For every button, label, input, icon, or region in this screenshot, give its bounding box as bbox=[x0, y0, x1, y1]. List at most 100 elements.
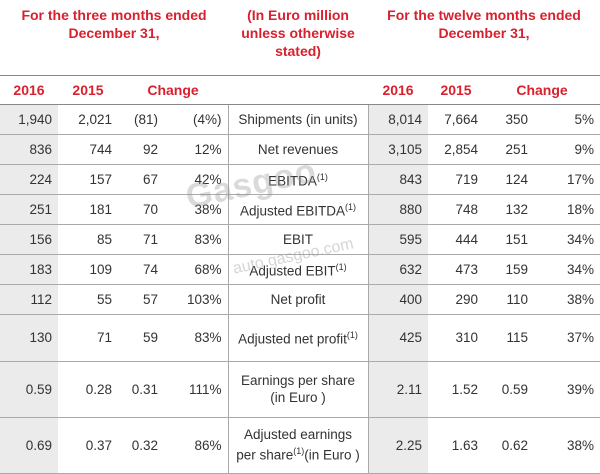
table-row: 0.59 0.28 0.31 111% Earnings per share (in E… bbox=[0, 361, 600, 418]
cell-2016-q: 224 bbox=[0, 164, 58, 195]
cell-2015-y: 473 bbox=[428, 254, 485, 285]
col-2015-q: 2015 bbox=[58, 74, 118, 105]
cell-pct-q: 42% bbox=[164, 164, 229, 195]
cell-2015-y: 719 bbox=[428, 164, 485, 195]
cell-change-q: 0.32 bbox=[118, 417, 164, 474]
table-row: 0.69 0.37 0.32 86% Adjusted earnings per sha… bbox=[0, 417, 600, 474]
subheader-row: 2016 2015 Change 2016 2015 Change bbox=[0, 74, 600, 105]
row-label-text: Adjusted earnings per share bbox=[236, 427, 353, 463]
cell-change-y: 0.59 bbox=[484, 361, 535, 418]
cell-2015-q: 0.37 bbox=[58, 417, 118, 474]
cell-pct-y: 17% bbox=[534, 164, 600, 195]
cell-label: Adjusted EBIT(1) bbox=[228, 254, 369, 285]
cell-2016-y: 400 bbox=[367, 284, 429, 315]
cell-2016-q: 0.59 bbox=[0, 361, 58, 418]
table-row: 130 71 59 83% Adjusted net profit(1) 425 310 11… bbox=[0, 314, 600, 362]
cell-label: Net revenues bbox=[228, 134, 369, 165]
cell-2015-q: 109 bbox=[58, 254, 118, 285]
cell-2016-q: 112 bbox=[0, 284, 58, 315]
cell-2015-q: 181 bbox=[58, 194, 118, 225]
cell-label: Net profit bbox=[228, 284, 369, 315]
cell-change-y: 132 bbox=[484, 194, 535, 225]
cell-2016-y: 632 bbox=[367, 254, 429, 285]
cell-pct-y: 37% bbox=[534, 314, 600, 362]
cell-2015-q: 157 bbox=[58, 164, 118, 195]
cell-2016-q: 0.69 bbox=[0, 417, 58, 474]
cell-2016-q: 156 bbox=[0, 224, 58, 255]
table-row: 836 744 92 12% Net revenues 3,105 2,854 251 9% bbox=[0, 134, 600, 165]
cell-label: Earnings per share (in Euro ) bbox=[228, 361, 369, 418]
cell-2015-y: 1.63 bbox=[428, 417, 485, 474]
cell-2016-y: 2.25 bbox=[367, 417, 429, 474]
cell-change-y: 151 bbox=[484, 224, 535, 255]
cell-change-q: 59 bbox=[118, 314, 164, 362]
cell-2015-y: 290 bbox=[428, 284, 485, 315]
row-label-text: Adjusted EBIT bbox=[249, 263, 336, 279]
cell-pct-y: 18% bbox=[534, 194, 600, 225]
cell-2015-q: 744 bbox=[58, 134, 118, 165]
cell-pct-q: 38% bbox=[164, 194, 229, 225]
cell-2015-y: 1.52 bbox=[428, 361, 485, 418]
cell-pct-y: 5% bbox=[534, 104, 600, 135]
cell-pct-q: 12% bbox=[164, 134, 229, 165]
cell-change-q: 0.31 bbox=[118, 361, 164, 418]
header-three-months: For the three months ended December 31, bbox=[21, 7, 207, 41]
cell-label: Adjusted net profit(1) bbox=[228, 314, 369, 362]
cell-2016-y: 8,014 bbox=[367, 104, 429, 135]
footnote-marker: (1) bbox=[335, 261, 347, 272]
cell-change-y: 110 bbox=[484, 284, 535, 315]
row-label-text: Net profit bbox=[270, 291, 326, 307]
cell-change-q: 70 bbox=[118, 194, 164, 225]
cell-2015-y: 2,854 bbox=[428, 134, 485, 165]
table-row: 224 157 67 42% EBITDA(1) 843 719 124 17% bbox=[0, 164, 600, 195]
cell-pct-q: 103% bbox=[164, 284, 229, 315]
col-change-y: Change bbox=[484, 74, 600, 105]
cell-label: EBIT bbox=[228, 224, 369, 255]
row-label-text: Adjusted net profit bbox=[238, 331, 347, 347]
cell-pct-q: (4%) bbox=[164, 104, 229, 135]
table-row: 1,940 2,021 (81) (4%) Shipments (in units) 8,… bbox=[0, 104, 600, 135]
cell-2016-y: 425 bbox=[367, 314, 429, 362]
cell-pct-q: 111% bbox=[164, 361, 229, 418]
cell-2015-y: 310 bbox=[428, 314, 485, 362]
cell-2016-y: 2.11 bbox=[367, 361, 429, 418]
row-label-text: Earnings per share (in Euro ) bbox=[240, 373, 356, 405]
row-label-text: EBITDA bbox=[268, 173, 317, 189]
cell-2016-y: 595 bbox=[367, 224, 429, 255]
row-label-text: Adjusted EBITDA bbox=[239, 203, 346, 219]
footnote-marker: (1) bbox=[345, 201, 357, 212]
footnote-marker: (1) bbox=[293, 446, 305, 457]
cell-2015-y: 7,664 bbox=[428, 104, 485, 135]
cell-2015-q: 0.28 bbox=[58, 361, 118, 418]
table-row: 251 181 70 38% Adjusted EBITDA(1) 880 748 132 18… bbox=[0, 194, 600, 225]
cell-pct-q: 83% bbox=[164, 224, 229, 255]
col-2016-q: 2016 bbox=[0, 74, 58, 105]
col-2015-y: 2015 bbox=[428, 74, 485, 105]
cell-2015-y: 748 bbox=[428, 194, 485, 225]
cell-change-q: (81) bbox=[118, 104, 164, 135]
header-row: For the three months ended December 31, … bbox=[0, 0, 600, 75]
cell-2016-q: 130 bbox=[0, 314, 58, 362]
cell-change-q: 57 bbox=[118, 284, 164, 315]
row-label-text: Shipments (in units) bbox=[238, 111, 358, 127]
cell-label: Adjusted earnings per share(1)(in Euro ) bbox=[228, 417, 369, 474]
cell-2015-q: 2,021 bbox=[58, 104, 118, 135]
cell-change-q: 74 bbox=[118, 254, 164, 285]
cell-pct-y: 9% bbox=[534, 134, 600, 165]
row-label-text: EBIT bbox=[283, 231, 314, 247]
cell-2015-y: 444 bbox=[428, 224, 485, 255]
cell-change-y: 159 bbox=[484, 254, 535, 285]
footnote-marker: (1) bbox=[346, 330, 358, 341]
cell-change-q: 92 bbox=[118, 134, 164, 165]
cell-2016-q: 1,940 bbox=[0, 104, 58, 135]
cell-change-y: 350 bbox=[484, 104, 535, 135]
cell-change-q: 71 bbox=[118, 224, 164, 255]
cell-change-q: 67 bbox=[118, 164, 164, 195]
cell-pct-y: 39% bbox=[534, 361, 600, 418]
cell-label: Adjusted EBITDA(1) bbox=[228, 194, 369, 225]
cell-2015-q: 85 bbox=[58, 224, 118, 255]
header-units: (In Euro million unless otherwise stated… bbox=[241, 7, 355, 59]
cell-2016-q: 836 bbox=[0, 134, 58, 165]
cell-2015-q: 55 bbox=[58, 284, 118, 315]
